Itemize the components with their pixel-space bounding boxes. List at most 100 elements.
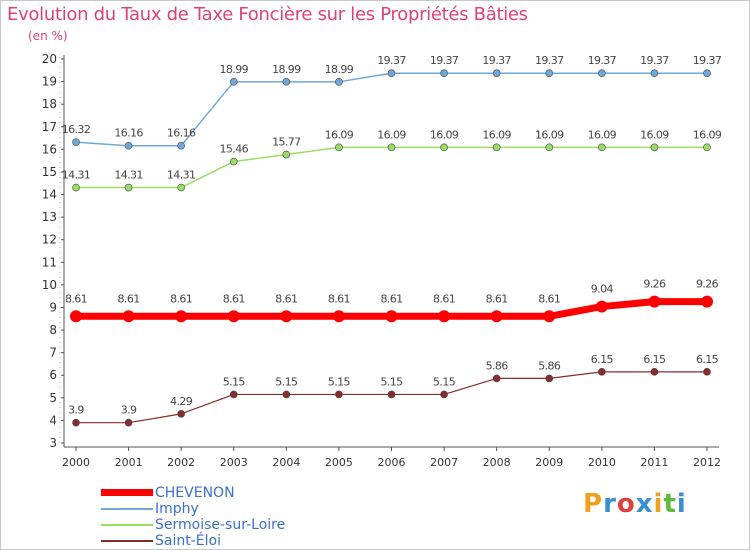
data-point xyxy=(72,183,80,192)
data-label: 19.37 xyxy=(588,54,617,67)
data-label: 3.9 xyxy=(121,404,137,417)
data-label: 16.16 xyxy=(114,127,143,140)
series-layer: 3.9 3.9 4.29 5.15 5.15 5.15 5.15 5.15 5.86 5.86 6.… xyxy=(62,54,722,427)
y-tick-label: 14 xyxy=(42,188,57,202)
data-point xyxy=(70,310,82,323)
y-tick-label: 17 xyxy=(42,120,57,134)
data-point xyxy=(701,295,713,308)
data-label: 5.15 xyxy=(328,375,351,388)
data-label: 6.15 xyxy=(696,353,719,366)
data-label: 16.09 xyxy=(325,128,354,141)
y-tick-label: 10 xyxy=(42,278,57,292)
data-point xyxy=(282,150,291,159)
data-label: 16.09 xyxy=(430,128,459,141)
logo-letter: x xyxy=(635,489,654,519)
data-point xyxy=(648,295,661,308)
data-point xyxy=(387,143,396,152)
y-tick-label: 16 xyxy=(42,142,57,156)
data-label: 16.09 xyxy=(482,128,511,141)
data-label: 19.37 xyxy=(377,54,406,67)
data-label: 14.31 xyxy=(62,169,91,182)
data-label: 8.61 xyxy=(118,292,140,305)
data-point xyxy=(229,157,238,166)
data-label: 8.61 xyxy=(65,292,87,305)
data-label: 8.61 xyxy=(170,292,192,305)
data-label: 16.09 xyxy=(535,128,564,141)
data-point xyxy=(650,368,659,376)
data-point xyxy=(332,310,345,323)
data-label: 16.09 xyxy=(693,128,722,141)
logo-letter: r xyxy=(603,489,617,519)
data-label: 5.15 xyxy=(223,375,246,388)
y-tick-label: 4 xyxy=(49,413,57,427)
data-label: 16.09 xyxy=(377,128,406,141)
data-label: 5.15 xyxy=(275,375,298,388)
legend-swatch xyxy=(101,540,153,542)
y-tick-label: 11 xyxy=(42,255,57,269)
data-point xyxy=(229,390,238,399)
x-tick-label: 2012 xyxy=(693,456,721,469)
data-point xyxy=(227,310,240,323)
x-tick-label: 2007 xyxy=(430,456,458,469)
data-label: 8.61 xyxy=(380,292,402,305)
data-label: 19.37 xyxy=(535,54,564,67)
data-label: 9.26 xyxy=(696,278,719,291)
data-point xyxy=(492,374,501,383)
data-label: 15.77 xyxy=(272,136,301,149)
data-point xyxy=(282,390,291,399)
data-label: 4.29 xyxy=(170,395,193,408)
data-point xyxy=(440,69,448,78)
data-point xyxy=(438,310,451,323)
y-tick-label: 15 xyxy=(42,165,57,179)
data-point xyxy=(124,418,133,427)
chart-title: Evolution du Taux de Taxe Foncière sur l… xyxy=(7,4,528,25)
data-point xyxy=(492,143,501,152)
data-point xyxy=(598,368,606,376)
series-chevenon: 8.61 8.61 8.61 8.61 8.61 8.61 8.61 8.61 8.61 8.61… xyxy=(65,278,719,323)
data-label: 8.61 xyxy=(486,292,508,305)
data-label: 15.46 xyxy=(220,143,249,156)
data-point xyxy=(72,138,80,146)
data-point xyxy=(703,69,711,78)
data-label: 8.61 xyxy=(223,292,245,305)
data-label: 16.09 xyxy=(588,128,617,141)
data-point xyxy=(650,69,659,78)
y-tick-label: 20 xyxy=(42,52,57,66)
data-point xyxy=(229,78,238,86)
x-tick-label: 2010 xyxy=(588,456,616,469)
series-sermoise-sur-loire: 14.31 14.31 14.31 15.46 15.77 16.09 16.09 16.09… xyxy=(62,128,722,192)
data-point xyxy=(440,143,448,152)
data-label: 8.61 xyxy=(538,292,560,305)
data-point xyxy=(177,410,185,418)
data-point xyxy=(335,390,343,399)
data-label: 19.37 xyxy=(693,54,722,67)
data-label: 5.15 xyxy=(380,375,403,388)
data-label: 6.15 xyxy=(591,353,614,366)
data-label: 14.31 xyxy=(114,169,143,182)
data-point xyxy=(175,310,188,323)
legend-label: Imphy xyxy=(155,501,199,517)
legend-label: CHEVENON xyxy=(155,485,235,501)
x-tick-label: 2009 xyxy=(535,456,563,469)
logo-letter: t xyxy=(663,489,677,519)
y-tick-label: 12 xyxy=(42,233,57,247)
data-point xyxy=(543,310,556,323)
logo-letter: P xyxy=(583,489,604,519)
data-label: 6.15 xyxy=(643,353,666,366)
data-label: 19.37 xyxy=(482,54,511,67)
y-tick-label: 18 xyxy=(42,97,57,111)
data-point xyxy=(387,390,396,399)
y-axis-unit: (en %) xyxy=(28,29,68,43)
legend-swatch xyxy=(101,524,153,526)
data-label: 18.99 xyxy=(325,63,354,76)
y-tick-label: 7 xyxy=(49,346,57,360)
data-point xyxy=(598,69,606,78)
data-point xyxy=(545,374,554,383)
logo-letter: i xyxy=(676,489,687,519)
data-label: 16.09 xyxy=(640,128,669,141)
data-point xyxy=(650,143,659,152)
data-label: 9.04 xyxy=(591,283,614,296)
logo-letter: i xyxy=(653,489,664,519)
